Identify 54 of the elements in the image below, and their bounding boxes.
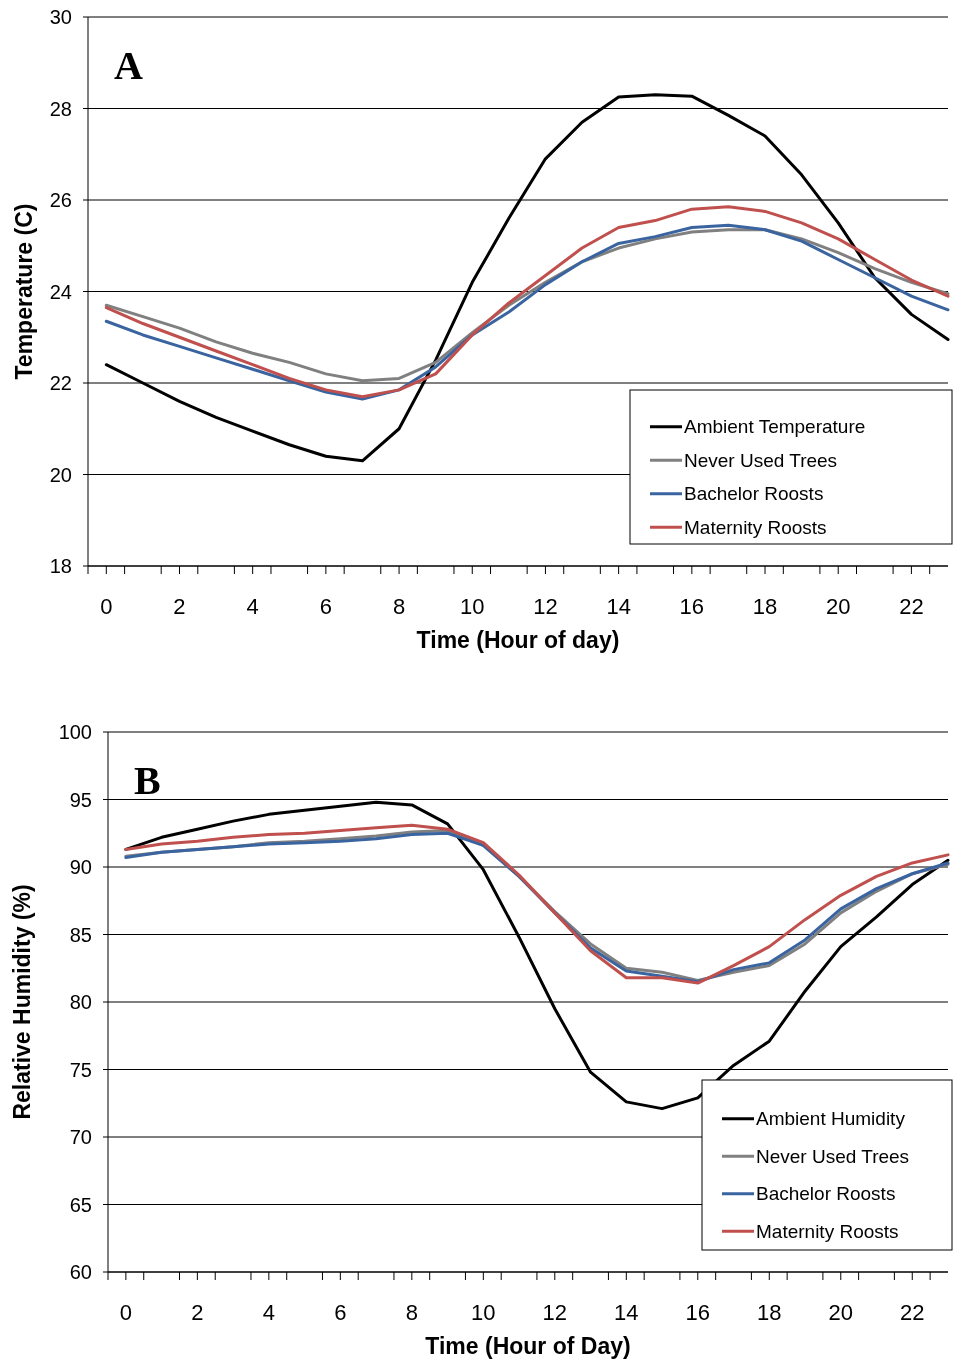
y-axis-title: Relative Humidity (%) bbox=[9, 884, 35, 1120]
y-tick-label: 22 bbox=[49, 372, 72, 394]
x-tick-label: 10 bbox=[471, 1300, 496, 1325]
x-tick-label: 12 bbox=[533, 594, 558, 619]
x-tick-label: 8 bbox=[392, 594, 406, 619]
y-tick-label: 20 bbox=[49, 463, 72, 486]
y-tick-label: 90 bbox=[69, 856, 92, 878]
legend-label: Maternity Roosts bbox=[684, 516, 827, 538]
x-tick-label: 14 bbox=[614, 1300, 639, 1325]
x-tick-label: 4 bbox=[246, 594, 259, 619]
x-tick-label: 0 bbox=[119, 1300, 132, 1325]
y-tick-label: 100 bbox=[58, 721, 92, 743]
annotation: B bbox=[134, 758, 161, 803]
legend-label: Maternity Roosts bbox=[756, 1220, 899, 1242]
y-tick-label: 24 bbox=[49, 280, 72, 303]
x-tick-label: 16 bbox=[685, 1300, 711, 1325]
x-tick-label: 18 bbox=[757, 1300, 782, 1325]
x-tick-label: 2 bbox=[173, 594, 186, 619]
y-tick-label: 80 bbox=[69, 991, 92, 1013]
y-tick-label: 70 bbox=[69, 1126, 92, 1148]
x-tick-label: 14 bbox=[606, 594, 631, 619]
y-tick-label: 30 bbox=[49, 6, 72, 28]
y-tick-label: 75 bbox=[69, 1058, 92, 1081]
annotation: A bbox=[114, 43, 143, 88]
y-tick-label: 65 bbox=[69, 1193, 92, 1216]
x-tick-label: 22 bbox=[900, 1300, 925, 1325]
x-axis-title: Time (Hour of day) bbox=[416, 627, 620, 653]
y-tick-label: 28 bbox=[49, 97, 72, 120]
y-tick-label: 85 bbox=[69, 923, 92, 946]
x-tick-label: 22 bbox=[899, 594, 924, 619]
legend-label: Bachelor Roosts bbox=[756, 1183, 896, 1205]
x-tick-label: 16 bbox=[679, 594, 705, 619]
x-tick-label: 20 bbox=[828, 1300, 854, 1325]
legend-label: Never Used Trees bbox=[756, 1145, 910, 1167]
x-tick-label: 8 bbox=[405, 1300, 418, 1325]
legend-label: Ambient Temperature bbox=[684, 416, 866, 438]
y-tick-label: 95 bbox=[69, 788, 92, 811]
x-tick-label: 18 bbox=[752, 594, 778, 619]
x-tick-label: 4 bbox=[262, 1300, 275, 1325]
y-tick-label: 60 bbox=[69, 1261, 92, 1283]
x-tick-label: 10 bbox=[460, 594, 485, 619]
x-tick-label: 6 bbox=[334, 1300, 347, 1325]
x-tick-label: 2 bbox=[191, 1300, 204, 1325]
y-tick-label: 26 bbox=[49, 189, 72, 211]
x-tick-label: 12 bbox=[542, 1300, 568, 1325]
y-axis-title: Temperature (C) bbox=[11, 203, 37, 380]
legend-label: Ambient Humidity bbox=[756, 1108, 906, 1130]
x-tick-label: 20 bbox=[825, 594, 851, 619]
x-tick-label: 6 bbox=[319, 594, 332, 619]
legend-label: Never Used Trees bbox=[684, 449, 838, 471]
x-tick-label: 0 bbox=[100, 594, 113, 619]
y-tick-label: 18 bbox=[49, 555, 72, 577]
legend-label: Bachelor Roosts bbox=[684, 483, 824, 505]
x-axis-title: Time (Hour of Day) bbox=[425, 1333, 631, 1359]
